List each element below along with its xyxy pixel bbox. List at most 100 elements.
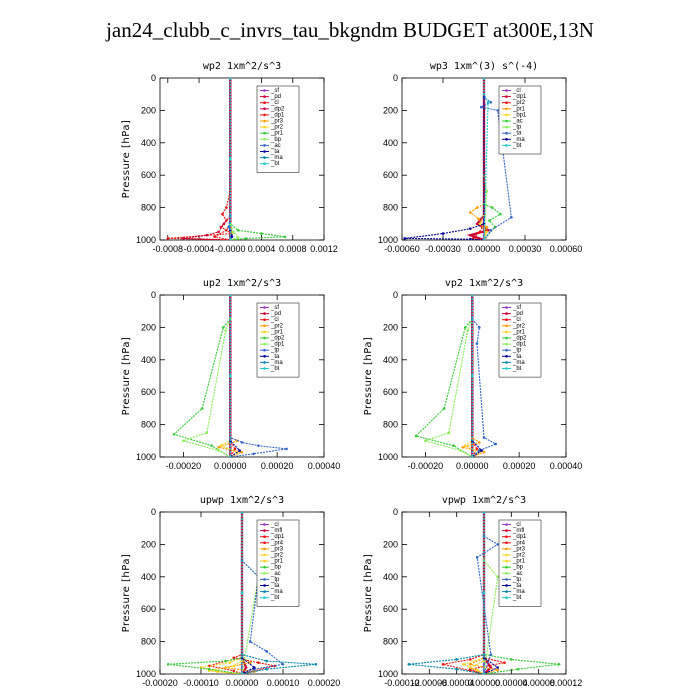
legend-label: _dp2 [270, 106, 285, 112]
legend-label: _cl [270, 100, 279, 106]
series-line-pr3 [225, 512, 255, 674]
y-axis-label: Pressure [hPa] [121, 120, 132, 199]
data-point [496, 575, 499, 579]
data-point [510, 216, 513, 219]
data-point [221, 326, 225, 329]
y-tick-label: 600 [383, 387, 398, 397]
legend-marker [505, 348, 508, 352]
data-point [207, 667, 211, 671]
chart-panel-3: up2 1xm^2/s^3 Pressure [hPa] 0 200 400 600 800… [121, 278, 340, 471]
data-point [447, 431, 451, 435]
legend-marker [263, 119, 266, 123]
chart-panel-5: upwp 1xm^2/s^3 Pressure [hPa] 0 200 400 600 80… [121, 495, 340, 688]
data-point [240, 659, 244, 663]
legend-marker [505, 330, 508, 334]
legend-marker [505, 131, 508, 135]
data-point [213, 235, 216, 239]
series-line-dp2 [172, 295, 231, 457]
y-axis-label: Pressure [hPa] [363, 337, 374, 416]
legend-marker [505, 95, 508, 98]
panel-title: up2 1xm^2/s^3 [203, 278, 281, 289]
legend-marker [505, 138, 508, 141]
legend-marker [263, 596, 266, 599]
y-tick-label: 0 [393, 290, 398, 300]
legend-label: _dp1 [270, 534, 285, 540]
series-line-pr2 [461, 512, 485, 674]
data-point [240, 512, 244, 514]
data-point [200, 407, 204, 410]
series-line-ta [479, 78, 512, 240]
legend-box [256, 302, 300, 378]
data-point [236, 228, 240, 232]
x-tick-label: 0.00000 [456, 461, 489, 471]
data-point [485, 230, 489, 234]
data-point [475, 206, 479, 209]
legend-label: _ta [512, 354, 522, 360]
chart-panel-4: vp2 1xm^2/s^3 Pressure [hPa] 0 200 400 600 800… [363, 278, 582, 471]
legend-label: _bt [270, 595, 280, 601]
legend-marker [505, 125, 508, 129]
legend-marker [263, 535, 266, 538]
legend-marker [505, 306, 508, 309]
data-point [478, 441, 481, 444]
series-line-pr2 [200, 512, 243, 674]
legend-label: _pr2 [512, 553, 526, 559]
data-point [494, 442, 498, 446]
data-point [224, 329, 227, 332]
legend-label: _pr2 [270, 125, 284, 131]
series-line-ta [483, 512, 499, 674]
x-tick-label: 0.00020 [308, 678, 341, 688]
data-point [462, 662, 465, 666]
legend-label: _dp1 [512, 94, 527, 100]
panel-title: vpwp 1xm^2/s^3 [442, 495, 526, 506]
legend-label: _bt [512, 143, 522, 149]
legend-label: _tp [270, 577, 280, 583]
legend-label: _cl [512, 317, 521, 323]
legend-label: _sf [512, 305, 521, 311]
data-point [441, 662, 445, 666]
x-tick-label: -0.0004 [184, 244, 215, 254]
legend-label: _tp [512, 577, 522, 583]
data-point [424, 439, 427, 443]
x-tick-label: -0.00020 [408, 461, 444, 471]
data-point [414, 434, 418, 438]
data-point [488, 219, 491, 222]
data-point [219, 444, 223, 447]
legend-label: _ma [270, 589, 283, 595]
data-point [470, 455, 474, 457]
x-tick-label: 0.00012 [550, 678, 583, 688]
data-point [470, 374, 474, 378]
data-point [489, 228, 493, 232]
legend-marker [505, 523, 508, 526]
y-tick-label: 200 [141, 322, 156, 332]
legend-marker [263, 306, 266, 309]
series-group [407, 512, 561, 674]
series-line-pr1 [209, 512, 243, 674]
data-point [469, 211, 472, 214]
legend-marker [505, 590, 508, 593]
series-line-ta [229, 295, 241, 457]
series-line-tp [476, 512, 499, 674]
legend-label: _cl [512, 88, 521, 94]
x-tick-label: -0.00060 [384, 244, 420, 254]
legend-label: _cl [512, 522, 521, 528]
series-line-ac [483, 512, 499, 674]
data-point [233, 447, 237, 451]
data-point [466, 329, 469, 332]
legend-marker [263, 101, 266, 104]
data-point [238, 449, 241, 452]
x-tick-label: 0.00000 [226, 678, 259, 688]
data-point [225, 206, 228, 209]
data-point [455, 667, 458, 671]
y-tick-label: 200 [383, 322, 398, 332]
legend-label: _bt [512, 595, 522, 601]
data-point [232, 230, 235, 234]
legend-marker [263, 529, 266, 532]
x-tick-label: 0.00000 [468, 678, 501, 688]
y-tick-label: 200 [383, 539, 398, 549]
data-point [496, 543, 499, 546]
legend-marker [263, 361, 266, 364]
x-tick-label: -0.00008 [412, 678, 448, 688]
legend-label: _mfl [512, 528, 524, 534]
legend-marker [505, 367, 508, 370]
